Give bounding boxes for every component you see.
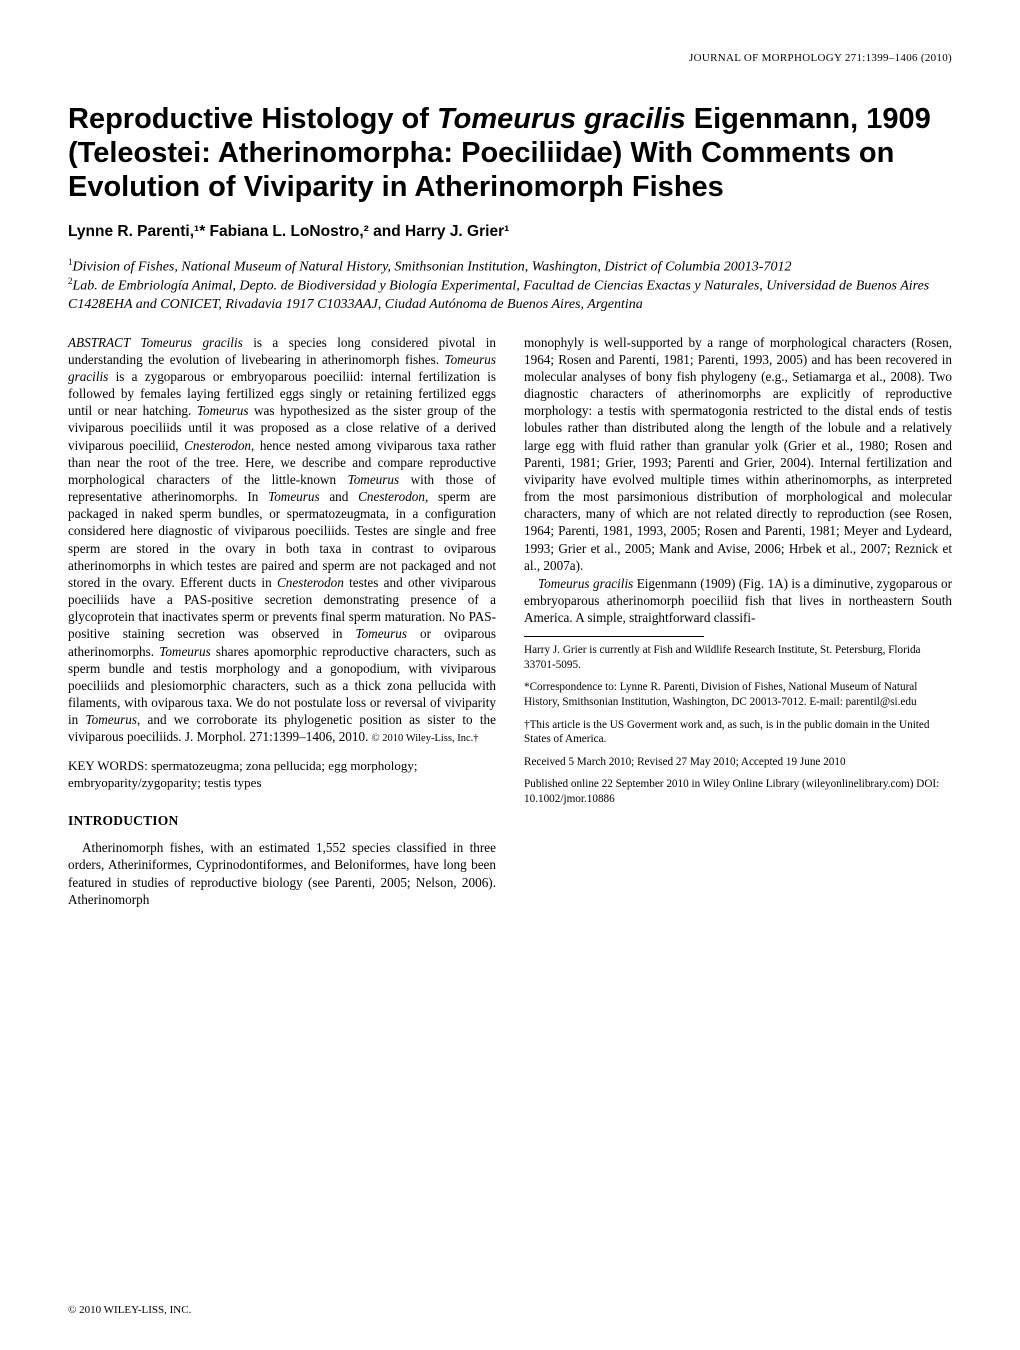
authors-line: Lynne R. Parenti,¹* Fabiana L. LoNostro,… [68, 223, 952, 241]
footnote-4: Received 5 March 2010; Revised 27 May 20… [524, 755, 952, 770]
right-para-2-species: Tomeurus gracilis [538, 576, 633, 591]
title-genus: Tomeurus gracilis [437, 103, 686, 135]
abstract-sp-e: Tomeurus [197, 403, 249, 418]
abstract-sp-u: Tomeurus [85, 712, 137, 727]
footnote-3: †This article is the US Goverment work a… [524, 718, 952, 747]
footnote-2: *Correspondence to: Lynne R. Parenti, Di… [524, 680, 952, 709]
abstract-paragraph: ABSTRACT Tomeurus gracilis is a species … [68, 334, 496, 746]
abstract-copyright-inline: © 2010 Wiley-Liss, Inc.† [372, 733, 479, 744]
abstract-sp-q: Tomeurus [355, 626, 407, 641]
abstract-sp-g: Cnesterodon [184, 438, 251, 453]
left-column: ABSTRACT Tomeurus gracilis is a species … [68, 334, 496, 908]
abstract-label: ABSTRACT [68, 335, 140, 350]
right-para-1: monophyly is well-supported by a range o… [524, 334, 952, 574]
affiliation-1: Division of Fishes, National Museum of N… [73, 259, 792, 274]
abstract-sp-i: Tomeurus [348, 472, 400, 487]
footnote-1: Harry J. Grier is currently at Fish and … [524, 643, 952, 672]
journal-running-head: JOURNAL OF MORPHOLOGY 271:1399–1406 (201… [68, 52, 952, 64]
two-column-layout: ABSTRACT Tomeurus gracilis is a species … [68, 334, 952, 908]
right-para-2: Tomeurus gracilis Eigenmann (1909) (Fig.… [524, 575, 952, 626]
right-column: monophyly is well-supported by a range o… [524, 334, 952, 908]
affiliations-block: 1Division of Fishes, National Museum of … [68, 257, 952, 314]
article-title: Reproductive Histology of Tomeurus graci… [68, 102, 952, 205]
introduction-body: Atherinomorph fishes, with an estimated … [68, 839, 496, 908]
affiliation-2: Lab. de Embriología Animal, Depto. de Bi… [68, 279, 929, 312]
keywords-block: KEY WORDS: spermatozeugma; zona pellucid… [68, 758, 496, 792]
footnote-separator [524, 636, 704, 637]
title-part-1: Reproductive Histology of [68, 103, 437, 135]
abstract-sp-m: Cnesterodon [358, 489, 425, 504]
footnote-5: Published online 22 September 2010 in Wi… [524, 777, 952, 806]
introduction-heading: INTRODUCTION [68, 812, 496, 830]
abstract-sp-k: Tomeurus [268, 489, 320, 504]
keywords-label: KEY WORDS: [68, 758, 151, 773]
abstract-t-l: and [320, 489, 358, 504]
abstract-sp-o: Cnesterodon [277, 575, 344, 590]
abstract-sp-s: Tomeurus [159, 644, 211, 659]
abstract-sp-a: Tomeurus gracilis [140, 335, 242, 350]
page-copyright-footer: © 2010 WILEY-LISS, INC. [68, 1304, 191, 1316]
